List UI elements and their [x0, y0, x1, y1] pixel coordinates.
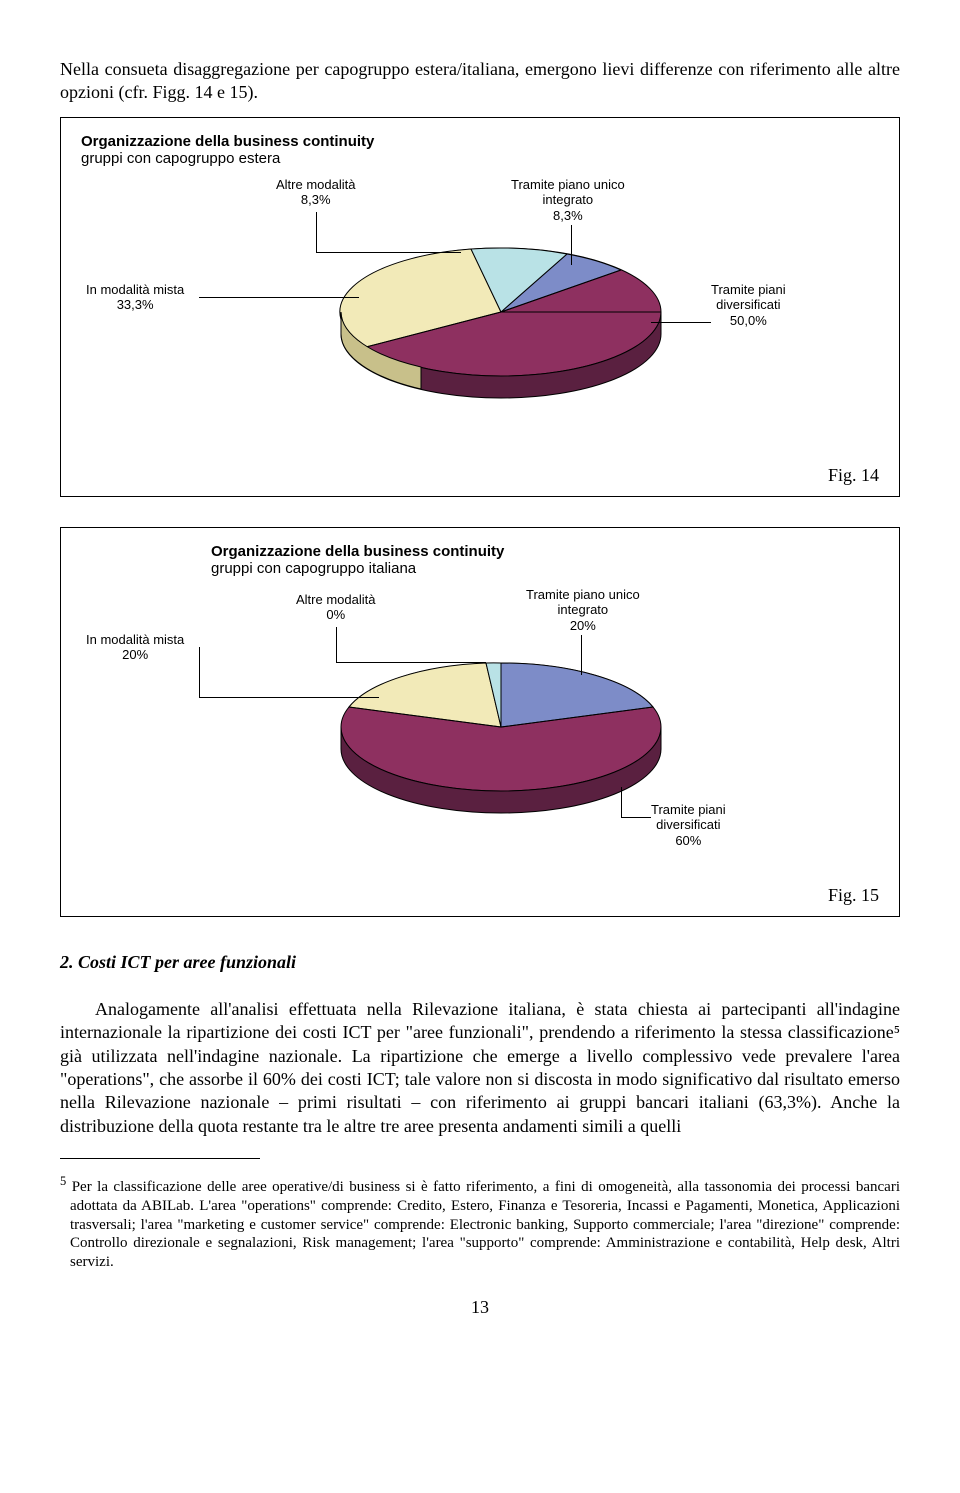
- footnote-text: Per la classificazione delle aree operat…: [70, 1179, 900, 1270]
- chart2-leader-3b: [199, 697, 379, 698]
- chart1-label-divers-l1: Tramite piani: [711, 282, 786, 297]
- chart1-fig-label: Fig. 14: [81, 465, 879, 486]
- chart1-leader-2: [571, 225, 572, 265]
- chart2-subtitle: gruppi con capogruppo italiana: [211, 560, 879, 577]
- chart2-label-piano-l1: Tramite piano unico: [526, 587, 640, 602]
- chart2-label-divers-l2: diversificati: [656, 817, 720, 832]
- chart2-label-altre: Altre modalità 0%: [296, 592, 375, 623]
- chart1-leader-1b: [316, 252, 461, 253]
- chart2-leader-1b: [336, 662, 486, 663]
- chart1-label-piano: Tramite piano unico integrato 8,3%: [511, 177, 625, 224]
- chart2-label-mista-val: 20%: [122, 647, 148, 662]
- chart2-leader-4a: [621, 787, 622, 817]
- chart1-label-altre: Altre modalità 8,3%: [276, 177, 355, 208]
- chart2-label-piano-val: 20%: [570, 618, 596, 633]
- footnote-separator: [60, 1158, 260, 1159]
- section-heading: 2. Costi ICT per aree funzionali: [60, 952, 900, 973]
- chart2-label-piano-l2: integrato: [558, 602, 609, 617]
- chart1-label-piano-l2: integrato: [543, 192, 594, 207]
- chart1-leader-4: [651, 322, 711, 323]
- chart2-label-divers-l1: Tramite piani: [651, 802, 726, 817]
- chart1-label-piano-l1: Tramite piano unico: [511, 177, 625, 192]
- chart1-label-piano-val: 8,3%: [553, 208, 583, 223]
- chart1-label-altre-val: 8,3%: [301, 192, 331, 207]
- footnote-number: 5: [60, 1174, 66, 1188]
- chart2-fig-label: Fig. 15: [81, 885, 879, 906]
- chart2-label-piano: Tramite piano unico integrato 20%: [526, 587, 640, 634]
- chart2-area: Altre modalità 0% Tramite piano unico in…: [81, 587, 879, 877]
- chart1-subtitle: gruppi con capogruppo estera: [81, 150, 879, 167]
- intro-paragraph: Nella consueta disaggregazione per capog…: [60, 58, 900, 105]
- chart1-label-mista: In modalità mista 33,3%: [86, 282, 184, 313]
- chart2-label-mista: In modalità mista 20%: [86, 632, 184, 663]
- chart1-label-mista-l1: In modalità mista: [86, 282, 184, 297]
- chart2-label-divers-val: 60%: [675, 833, 701, 848]
- chart1-area: Altre modalità 8,3% Tramite piano unico …: [81, 177, 879, 457]
- chart-frame-fig15: Organizzazione della business continuity…: [60, 527, 900, 917]
- chart2-pie: [321, 637, 681, 837]
- chart2-title: Organizzazione della business continuity: [211, 543, 879, 560]
- chart2-leader-3a: [199, 647, 200, 697]
- chart1-label-divers-l2: diversificati: [716, 297, 780, 312]
- chart2-label-mista-l1: In modalità mista: [86, 632, 184, 647]
- page-number: 13: [60, 1297, 900, 1318]
- chart1-title: Organizzazione della business continuity: [81, 133, 879, 150]
- chart1-label-mista-val: 33,3%: [117, 297, 154, 312]
- chart1-label-divers-val: 50,0%: [730, 313, 767, 328]
- chart2-label-divers: Tramite piani diversificati 60%: [651, 802, 726, 849]
- chart2-label-altre-l1: Altre modalità: [296, 592, 375, 607]
- chart-frame-fig14: Organizzazione della business continuity…: [60, 117, 900, 497]
- chart1-label-divers: Tramite piani diversificati 50,0%: [711, 282, 786, 329]
- chart1-leader-1: [316, 212, 317, 252]
- footnote: 5 Per la classificazione delle aree oper…: [60, 1174, 900, 1272]
- chart2-leader-4b: [621, 817, 651, 818]
- chart1-label-altre-l1: Altre modalità: [276, 177, 355, 192]
- chart2-leader-2: [581, 635, 582, 675]
- chart2-label-altre-val: 0%: [326, 607, 345, 622]
- chart2-leader-1: [336, 627, 337, 662]
- body-paragraph: Analogamente all'analisi effettuata nell…: [60, 998, 900, 1138]
- chart1-leader-3: [199, 297, 359, 298]
